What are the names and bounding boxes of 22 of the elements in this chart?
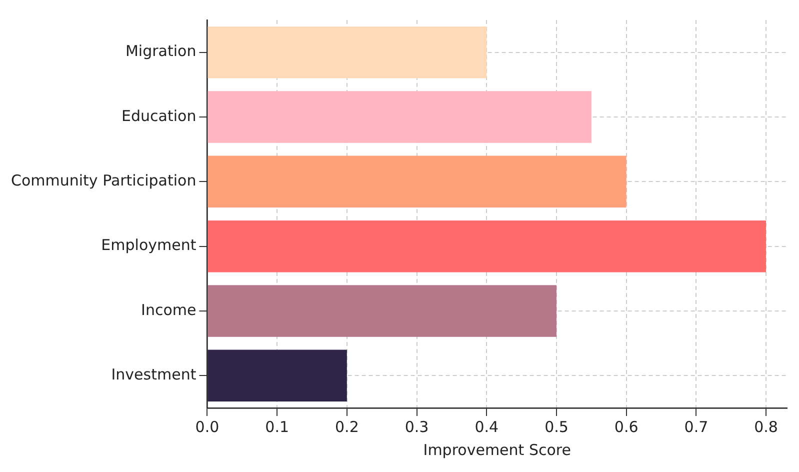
x-tick-label: 0.5 bbox=[544, 418, 568, 436]
bar bbox=[208, 285, 556, 337]
y-tick-label: Employment bbox=[101, 236, 196, 254]
x-tick-label: 0.4 bbox=[474, 418, 499, 436]
x-axis-title: Improvement Score bbox=[423, 440, 571, 459]
bar bbox=[208, 26, 487, 78]
y-tick-label: Investment bbox=[111, 366, 196, 384]
bar bbox=[208, 156, 626, 208]
y-tick-label: Migration bbox=[125, 42, 196, 60]
bar bbox=[208, 350, 347, 402]
x-tick-label: 0.6 bbox=[614, 418, 638, 436]
x-tick-label: 0.1 bbox=[265, 418, 290, 436]
x-tick-label: 0.2 bbox=[335, 418, 359, 436]
bar bbox=[208, 220, 766, 272]
bar bbox=[208, 91, 592, 143]
y-tick-label: Income bbox=[141, 300, 196, 319]
x-tick-label: 0.7 bbox=[684, 418, 708, 436]
x-tick-label: 0.0 bbox=[195, 418, 220, 436]
x-tick-label: 0.8 bbox=[754, 418, 778, 436]
y-tick-label: Education bbox=[122, 106, 196, 125]
y-tick-label: Community Participation bbox=[10, 172, 196, 190]
x-tick-label: 0.3 bbox=[404, 418, 429, 436]
